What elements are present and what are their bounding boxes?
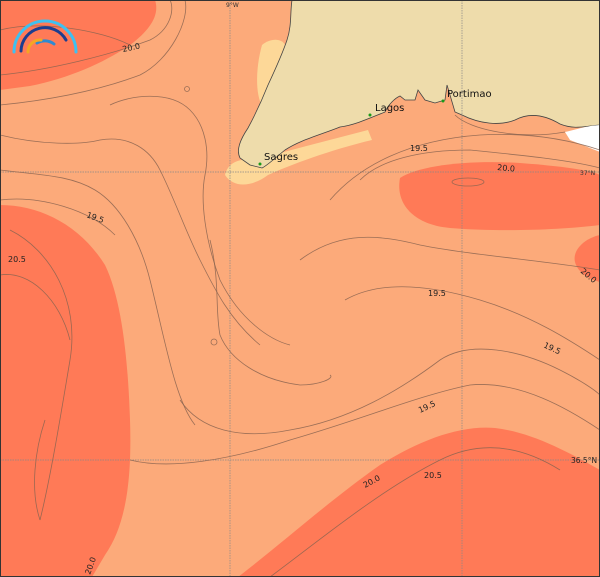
contour-label: 19.5	[410, 144, 428, 153]
place-sagres[interactable]: Sagres	[258, 152, 299, 166]
contour-label: 20.0	[497, 163, 516, 174]
contour-line	[269, 447, 561, 577]
cool-band-sagres	[225, 130, 372, 185]
contour-line	[0, 169, 196, 426]
place-portimao[interactable]: Portimao	[441, 89, 492, 103]
contour-line	[299, 236, 600, 271]
lat-label-37n: 37°N	[580, 170, 595, 177]
contour-line	[179, 348, 600, 435]
contour-line	[344, 286, 600, 361]
place-marker-icon	[368, 113, 372, 117]
warm-region-west	[0, 205, 131, 577]
contour-line	[0, 0, 187, 106]
warm-region-east	[399, 162, 600, 231]
contour-label: 20.5	[424, 471, 442, 480]
rainbow-arcs-logo	[12, 19, 78, 54]
warm-region-southeast	[238, 427, 600, 577]
contour-line	[0, 134, 261, 346]
contour-line	[359, 149, 600, 181]
contour-line	[209, 239, 332, 386]
contour-line	[0, 198, 116, 236]
contour-line	[9, 229, 73, 521]
contour-line	[0, 274, 71, 341]
contour-label: 20.0	[122, 41, 141, 54]
contour-line	[0, 0, 173, 76]
place-label: Portimao	[447, 89, 492, 100]
contour-line	[34, 419, 46, 521]
contour-line	[454, 114, 566, 136]
contour-label: 19.5	[428, 289, 446, 298]
place-marker-icon	[258, 162, 262, 166]
warm-region-east-small	[574, 235, 600, 282]
contour-line	[0, 25, 131, 46]
contour-line	[210, 338, 218, 346]
contour-line	[184, 86, 190, 92]
contour-label: 20.5	[8, 255, 26, 264]
contour-line	[109, 95, 291, 346]
land-portugal	[238, 0, 600, 169]
place-marker-icon	[441, 99, 445, 103]
place-label: Lagos	[375, 103, 404, 114]
place-label: Sagres	[264, 152, 298, 163]
lon-label-9w: 9°W	[226, 2, 239, 9]
contour-line	[451, 177, 485, 187]
lat-label-36-5n: 36.5°N	[571, 456, 597, 465]
contour-line	[129, 384, 600, 465]
no-data-patch	[565, 125, 600, 152]
contour-line	[329, 133, 600, 201]
place-lagos[interactable]: Lagos	[368, 103, 405, 117]
